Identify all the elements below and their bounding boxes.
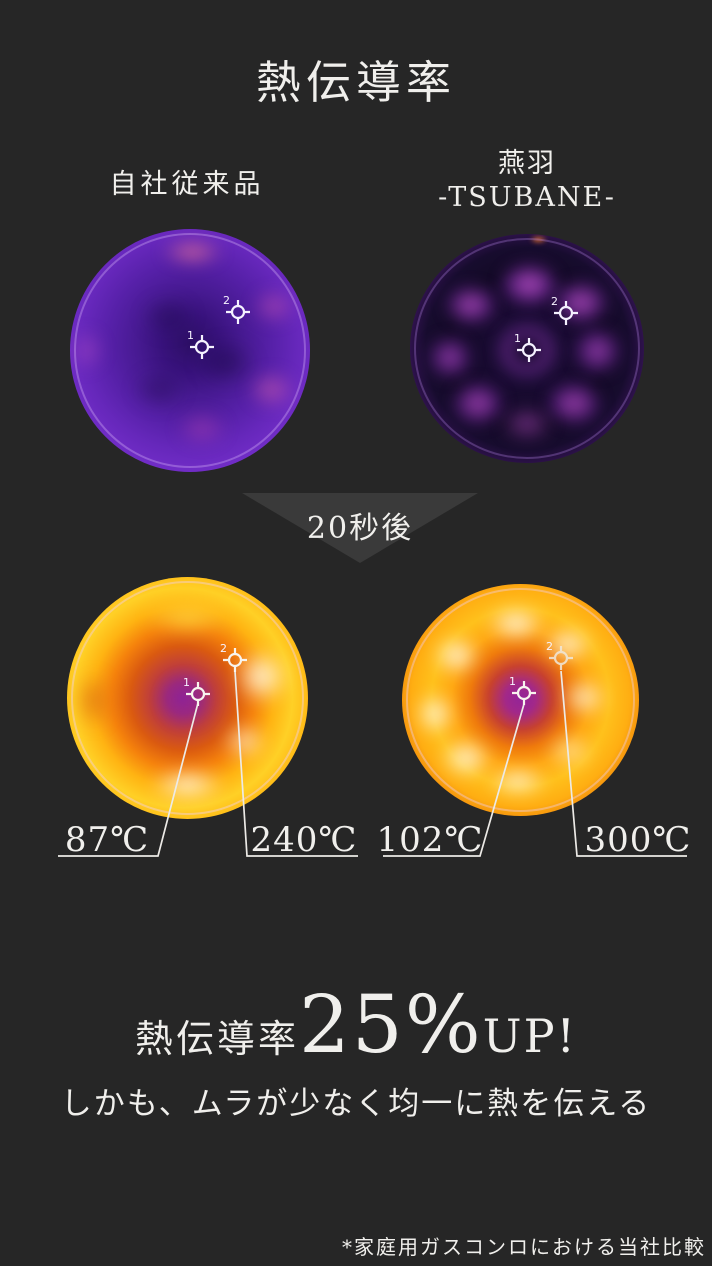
marker-number: 2 (223, 294, 230, 307)
page-title: 熱伝導率 (255, 56, 456, 109)
product-label-tsubane-en: -TSUBANE- (438, 182, 616, 213)
heat-blob (281, 248, 303, 266)
marker-number: 1 (514, 332, 521, 345)
result-percent-value: 25% (298, 978, 483, 1071)
crosshair-icon (223, 648, 247, 672)
pan-rim (414, 238, 640, 459)
marker-tsubane-after-center: 1 (509, 675, 538, 707)
marker-number: 2 (551, 295, 558, 308)
marker-conventional-before-center: 1 (187, 329, 216, 361)
marker-conventional-after-spot: 2 (220, 642, 249, 674)
temp-label-tsubane-center: 102℃ (376, 820, 484, 860)
result-suffix-text: UP! (482, 1009, 578, 1063)
product-label-tsubane: 燕羽 -TSUBANE- (377, 147, 677, 215)
thermal-image-tsubane-before (410, 234, 644, 463)
marker-tsubane-after-spot: 2 (546, 640, 575, 672)
marker-conventional-before-spot: 2 (223, 294, 252, 326)
marker-number: 2 (220, 642, 227, 655)
result-headline: 熱伝導率 25% UP! (0, 985, 712, 1065)
pan-rim (74, 233, 306, 468)
marker-number: 2 (546, 640, 553, 653)
marker-tsubane-before-center: 1 (514, 332, 543, 364)
temp-label-conventional-spot: 240℃ (250, 820, 358, 860)
thermal-image-conventional-before (70, 229, 310, 472)
result-lead-text: 熱伝導率 (134, 1017, 299, 1061)
result-subtext: しかも、ムラが少なく均一に熱を伝える (60, 1086, 652, 1122)
crosshair-icon (517, 338, 541, 362)
timer-label: 20秒後 (306, 511, 414, 546)
temp-label-tsubane-spot: 300℃ (584, 820, 692, 860)
product-label-tsubane-jp: 燕羽 (498, 148, 556, 179)
marker-number: 1 (509, 675, 516, 688)
marker-number: 1 (183, 676, 190, 689)
footnote: *家庭用ガスコンロにおける当社比較 (342, 1235, 706, 1259)
crosshair-icon (226, 300, 250, 324)
marker-number: 1 (187, 329, 194, 342)
crosshair-icon (549, 646, 573, 670)
product-label-conventional: 自社従来品 (109, 169, 265, 200)
crosshair-icon (190, 335, 214, 359)
temp-label-conventional-center: 87℃ (64, 820, 150, 860)
marker-tsubane-before-spot: 2 (551, 295, 580, 327)
crosshair-icon (512, 681, 536, 705)
marker-conventional-after-center: 1 (183, 676, 212, 708)
crosshair-icon (554, 301, 578, 325)
